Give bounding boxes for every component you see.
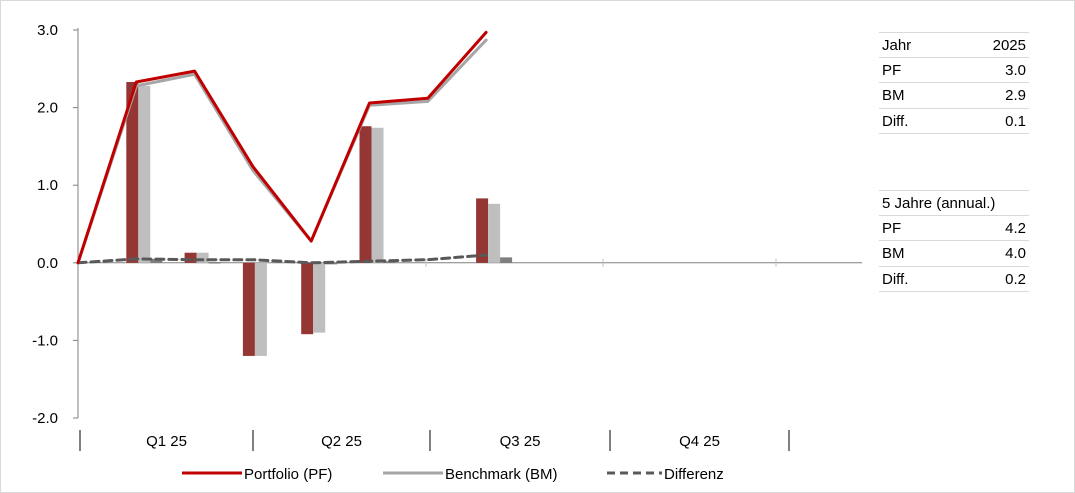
year-summary-label: Jahr — [882, 37, 912, 54]
bar — [184, 252, 197, 263]
x-category-label: Q2 25 — [321, 433, 362, 450]
bar — [371, 127, 384, 263]
x-category-label: Q3 25 — [500, 433, 541, 450]
year-summary-label: PF — [882, 61, 902, 79]
bar-series — [126, 81, 513, 356]
year-summary-row: Jahr 2025 — [879, 32, 1029, 58]
bar — [359, 126, 372, 263]
bar — [196, 252, 209, 263]
five-year-summary-label: Diff. — [882, 270, 909, 288]
year-summary-row: PF 3.0 — [879, 58, 1029, 83]
x-category-label: Q1 25 — [146, 433, 187, 450]
series-line — [76, 253, 488, 265]
y-axis-ticks: 3.0 2.0 1.0 0.0 -1.0 -2.0 — [32, 22, 78, 427]
bar — [254, 262, 267, 356]
year-summary-table: Jahr 2025 PF 3.0 BM 2.9 Diff. 0.1 — [879, 32, 1029, 134]
legend-label: Portfolio (PF) — [244, 466, 332, 483]
five-year-summary-value: 0.2 — [1005, 270, 1026, 288]
year-summary-label: Diff. — [882, 112, 909, 130]
five-year-header-row: 5 Jahre (annual.) — [879, 190, 1029, 216]
bar — [313, 262, 326, 333]
five-year-summary-row: BM 4.0 — [879, 241, 1029, 267]
y-tick-label: -1.0 — [32, 332, 58, 349]
bar — [488, 203, 501, 263]
y-tick-label: 1.0 — [37, 177, 58, 194]
x-category-label: Q4 25 — [679, 433, 720, 450]
year-summary-row: BM 2.9 — [879, 83, 1029, 109]
y-tick-label: 2.0 — [37, 100, 58, 117]
year-summary-label: BM — [882, 87, 905, 104]
five-year-summary-row: PF 4.2 — [879, 216, 1029, 241]
year-summary-row: Diff. 0.1 — [879, 109, 1029, 134]
five-year-summary-row: Diff. 0.2 — [879, 267, 1029, 292]
legend: Portfolio (PF) Benchmark (BM) Differenz — [182, 466, 724, 483]
bar — [242, 262, 255, 356]
series-line — [76, 30, 488, 265]
y-tick-label: 3.0 — [37, 22, 58, 39]
bar — [301, 262, 314, 335]
bar — [138, 85, 151, 263]
five-year-summary-label: PF — [882, 219, 902, 237]
legend-label: Differenz — [664, 466, 724, 483]
x-axis: Q1 25 Q2 25 Q3 25 Q4 25 — [77, 28, 862, 451]
five-year-header: 5 Jahre (annual.) — [882, 195, 996, 212]
year-summary-value: 2025 — [992, 37, 1026, 54]
bar — [208, 262, 221, 264]
bar — [500, 257, 513, 263]
year-summary-value: 3.0 — [1005, 61, 1026, 79]
y-tick-label: 0.0 — [37, 255, 58, 272]
five-year-summary-table: 5 Jahre (annual.) PF 4.2 BM 4.0 Diff. 0.2 — [879, 190, 1029, 292]
bar — [126, 81, 139, 263]
bar — [150, 258, 163, 263]
five-year-summary-value: 4.0 — [1005, 245, 1026, 262]
year-summary-value: 0.1 — [1005, 112, 1026, 130]
y-tick-label: -2.0 — [32, 410, 58, 427]
five-year-summary-value: 4.2 — [1005, 219, 1026, 237]
line-series — [76, 30, 488, 265]
year-summary-value: 2.9 — [1005, 87, 1026, 104]
legend-label: Benchmark (BM) — [445, 466, 558, 483]
bar — [476, 198, 489, 263]
five-year-summary-label: BM — [882, 245, 905, 262]
